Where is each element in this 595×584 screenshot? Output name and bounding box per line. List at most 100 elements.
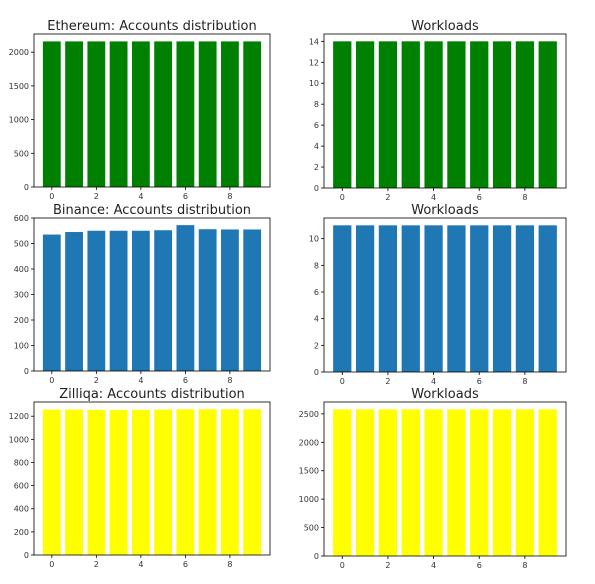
bar	[42, 409, 61, 555]
bar	[221, 41, 239, 188]
bar	[221, 409, 239, 555]
y-tick-label: 10	[309, 79, 319, 88]
x-tick-label: 4	[431, 377, 436, 386]
y-tick-label: 8	[314, 100, 319, 109]
x-tick-label: 0	[340, 377, 345, 386]
bar	[42, 234, 61, 371]
ethereum-workloads-chart: Workloads 0 2 4 6 8 10 12 14 0 2 4 6 8	[309, 19, 567, 202]
bar	[515, 225, 535, 372]
bar	[109, 230, 128, 371]
x-tick-label: 4	[138, 376, 143, 385]
y-tick-label: 600	[14, 482, 29, 491]
bar	[154, 41, 173, 188]
y-tick-label: 2	[314, 163, 319, 172]
chart-title: Zilliqa: Accounts distribution	[59, 387, 245, 402]
bar	[333, 409, 352, 556]
ethereum-accounts-chart: Ethereum: Accounts distribution 0 500 1000 1…	[9, 19, 271, 201]
bar	[221, 229, 239, 371]
bar	[131, 41, 150, 188]
bar	[538, 41, 557, 189]
bar	[333, 225, 352, 372]
bar	[42, 41, 61, 188]
x-tick-label: 0	[49, 560, 54, 569]
y-tick-label: 8	[314, 261, 319, 270]
y-tick-label: 300	[14, 291, 29, 300]
bar	[401, 41, 420, 189]
bar	[176, 225, 195, 371]
x-tick-label: 8	[522, 193, 527, 202]
x-tick-label: 4	[138, 560, 143, 569]
bar	[131, 409, 150, 555]
bar	[424, 409, 443, 556]
x-tick-label: 8	[227, 376, 232, 385]
y-tick-label: 100	[14, 342, 29, 351]
bar	[515, 409, 535, 556]
bar	[470, 41, 489, 189]
bar	[492, 41, 512, 189]
chart-title: Workloads	[411, 19, 479, 34]
bar	[176, 409, 195, 555]
y-tick-label: 1000	[9, 435, 29, 444]
zilliqa-workloads-chart: Workloads 0 500 1000 1500 2000 2500 0 2 4 6 8	[299, 387, 567, 570]
x-tick-label: 8	[227, 192, 232, 201]
y-tick-label: 6	[314, 121, 319, 130]
bar	[87, 41, 106, 188]
x-tick-label: 2	[94, 192, 99, 201]
bar	[492, 409, 512, 556]
bar	[401, 409, 420, 556]
x-tick-label: 2	[94, 376, 99, 385]
y-tick-label: 800	[14, 458, 29, 467]
y-tick-label: 14	[309, 37, 319, 46]
x-tick-label: 0	[49, 376, 54, 385]
bar	[65, 41, 83, 188]
x-tick-label: 6	[183, 560, 188, 569]
x-tick-label: 6	[183, 192, 188, 201]
y-tick-label: 1500	[9, 82, 29, 91]
y-tick-label: 2000	[299, 438, 319, 447]
y-tick-label: 0	[314, 184, 319, 193]
bar	[378, 41, 398, 189]
bar	[243, 409, 262, 555]
y-tick-label: 1500	[299, 467, 319, 476]
bar	[65, 409, 83, 555]
bar	[538, 225, 557, 372]
x-tick-label: 2	[385, 377, 390, 386]
bar	[424, 41, 443, 189]
bar	[447, 41, 466, 189]
zilliqa-accounts-chart: Zilliqa: Accounts distribution 0 200 400 600…	[9, 387, 271, 569]
bar	[176, 41, 195, 188]
bar	[378, 409, 398, 556]
bar	[65, 232, 83, 371]
binance-workloads-chart: Workloads 0 2 4 6 8 10 0 2 4 6 8	[309, 203, 567, 386]
x-tick-label: 4	[138, 192, 143, 201]
axes-frame	[323, 33, 567, 189]
bar	[243, 41, 262, 188]
x-tick-label: 4	[431, 193, 436, 202]
bar	[401, 225, 420, 372]
x-tick-label: 2	[385, 193, 390, 202]
x-tick-label: 0	[340, 561, 345, 570]
bar	[109, 41, 128, 188]
x-tick-label: 2	[94, 560, 99, 569]
x-tick-label: 4	[431, 561, 436, 570]
y-tick-label: 2000	[9, 48, 29, 57]
bar	[447, 225, 466, 372]
x-tick-label: 6	[477, 561, 482, 570]
bar	[243, 229, 262, 371]
bar	[87, 409, 106, 555]
y-tick-label: 0	[24, 367, 29, 376]
y-tick-label: 0	[24, 551, 29, 560]
bar	[378, 225, 398, 372]
x-tick-label: 8	[522, 377, 527, 386]
y-tick-label: 400	[14, 265, 29, 274]
y-tick-label: 1000	[9, 116, 29, 125]
bar	[492, 225, 512, 372]
bar	[355, 409, 375, 556]
y-tick-label: 200	[14, 316, 29, 325]
bar	[355, 225, 375, 372]
bar	[355, 41, 375, 189]
x-tick-label: 0	[49, 192, 54, 201]
bar	[470, 409, 489, 556]
chart-title: Workloads	[411, 203, 479, 218]
